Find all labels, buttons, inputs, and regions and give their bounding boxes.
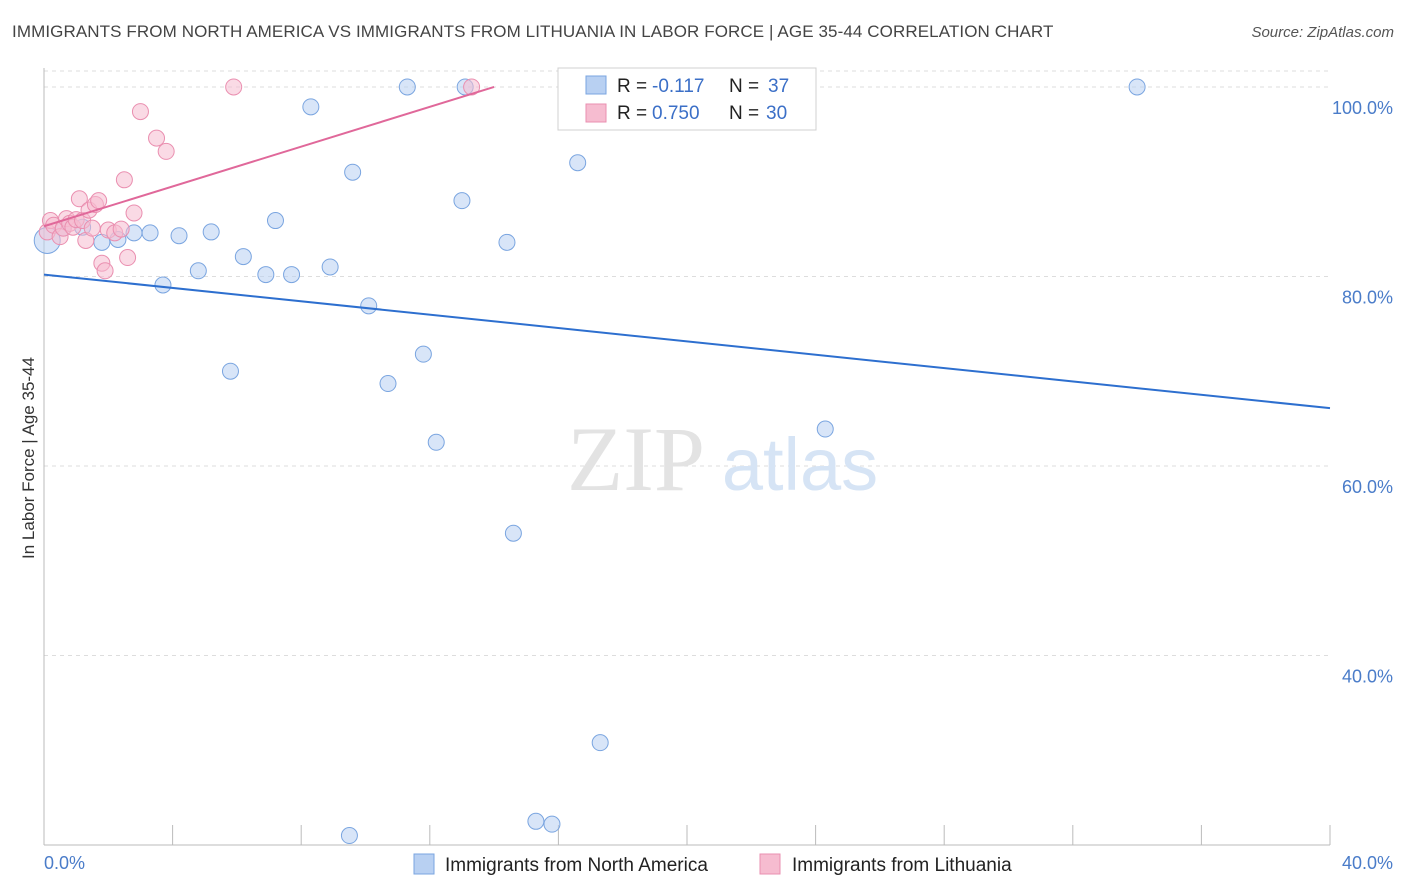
data-point bbox=[148, 129, 166, 147]
data-point bbox=[189, 262, 207, 280]
legend-n-label: N = bbox=[729, 103, 759, 124]
data-point bbox=[344, 163, 362, 181]
data-point bbox=[234, 248, 252, 266]
data-point bbox=[96, 262, 114, 280]
legend-n-label: N = bbox=[729, 76, 759, 97]
data-point bbox=[170, 227, 188, 245]
legend-r-label: R = bbox=[617, 103, 647, 124]
legend-swatch-pink bbox=[585, 103, 607, 123]
data-point bbox=[340, 827, 358, 845]
source-credit: Source: ZipAtlas.com bbox=[1251, 24, 1394, 41]
series-label: Immigrants from Lithuania bbox=[792, 855, 1012, 876]
data-point bbox=[112, 220, 130, 238]
data-point bbox=[321, 258, 339, 276]
series-swatch-pink bbox=[759, 853, 781, 875]
data-point bbox=[157, 142, 175, 160]
data-point bbox=[257, 266, 275, 284]
data-point bbox=[202, 223, 220, 241]
data-point bbox=[125, 204, 143, 222]
data-point bbox=[70, 190, 88, 208]
data-point bbox=[283, 266, 301, 284]
trend-lines bbox=[43, 85, 1331, 410]
data-point bbox=[816, 420, 834, 438]
y-axis-label: In Labor Force | Age 35-44 bbox=[19, 357, 38, 559]
data-point bbox=[360, 297, 378, 315]
legend-swatch-blue bbox=[585, 75, 607, 95]
data-point bbox=[266, 212, 284, 230]
data-point bbox=[119, 249, 137, 267]
chart-title: IMMIGRANTS FROM NORTH AMERICA VS IMMIGRA… bbox=[12, 22, 1054, 41]
data-point bbox=[379, 375, 397, 393]
data-point bbox=[154, 276, 172, 294]
data-point bbox=[83, 219, 101, 237]
watermark-atlas: atlas bbox=[722, 423, 878, 506]
legend-r-value: -0.117 bbox=[652, 76, 704, 97]
data-point bbox=[504, 524, 522, 542]
data-point bbox=[302, 98, 320, 116]
series-legend: Immigrants from North America Immigrants… bbox=[413, 853, 1012, 876]
y-tick-label: 60.0% bbox=[1342, 477, 1393, 497]
legend-r-value: 0.750 bbox=[652, 103, 700, 124]
x-tick-label: 0.0% bbox=[44, 853, 85, 873]
x-tick-labels: 0.0% 40.0% bbox=[44, 853, 1393, 873]
data-point bbox=[141, 224, 159, 242]
data-point bbox=[498, 233, 516, 251]
data-point bbox=[453, 192, 471, 210]
data-point bbox=[115, 171, 133, 189]
series-swatch-blue bbox=[413, 853, 435, 875]
y-tick-label: 100.0% bbox=[1332, 98, 1393, 118]
trend-line bbox=[43, 273, 1331, 410]
data-point bbox=[90, 192, 108, 210]
y-tick-labels: 40.0% 60.0% 80.0% 100.0% bbox=[1332, 98, 1393, 687]
data-point bbox=[527, 812, 545, 830]
y-tick-label: 80.0% bbox=[1342, 287, 1393, 307]
gridlines bbox=[44, 70, 1330, 656]
legend-n-value: 37 bbox=[768, 76, 789, 97]
axes bbox=[43, 68, 1331, 846]
data-point bbox=[569, 154, 587, 172]
data-point bbox=[131, 103, 149, 121]
data-point bbox=[398, 78, 416, 96]
data-point bbox=[414, 345, 432, 363]
trend-line bbox=[43, 85, 495, 228]
data-point bbox=[1128, 78, 1146, 96]
data-point bbox=[221, 362, 239, 380]
legend: R = -0.117 N = 37 R = 0.750 N = 30 bbox=[557, 67, 817, 131]
watermark-zip: ZIP bbox=[567, 408, 705, 510]
data-point bbox=[543, 815, 561, 833]
y-tick-label: 40.0% bbox=[1342, 666, 1393, 686]
legend-r-label: R = bbox=[617, 76, 647, 97]
series-label: Immigrants from North America bbox=[445, 855, 708, 876]
data-point bbox=[591, 734, 609, 752]
watermark: ZIP atlas bbox=[567, 408, 878, 510]
legend-n-value: 30 bbox=[766, 103, 787, 124]
x-tick-label: 40.0% bbox=[1342, 853, 1393, 873]
data-point bbox=[427, 433, 445, 451]
data-point bbox=[225, 78, 243, 96]
